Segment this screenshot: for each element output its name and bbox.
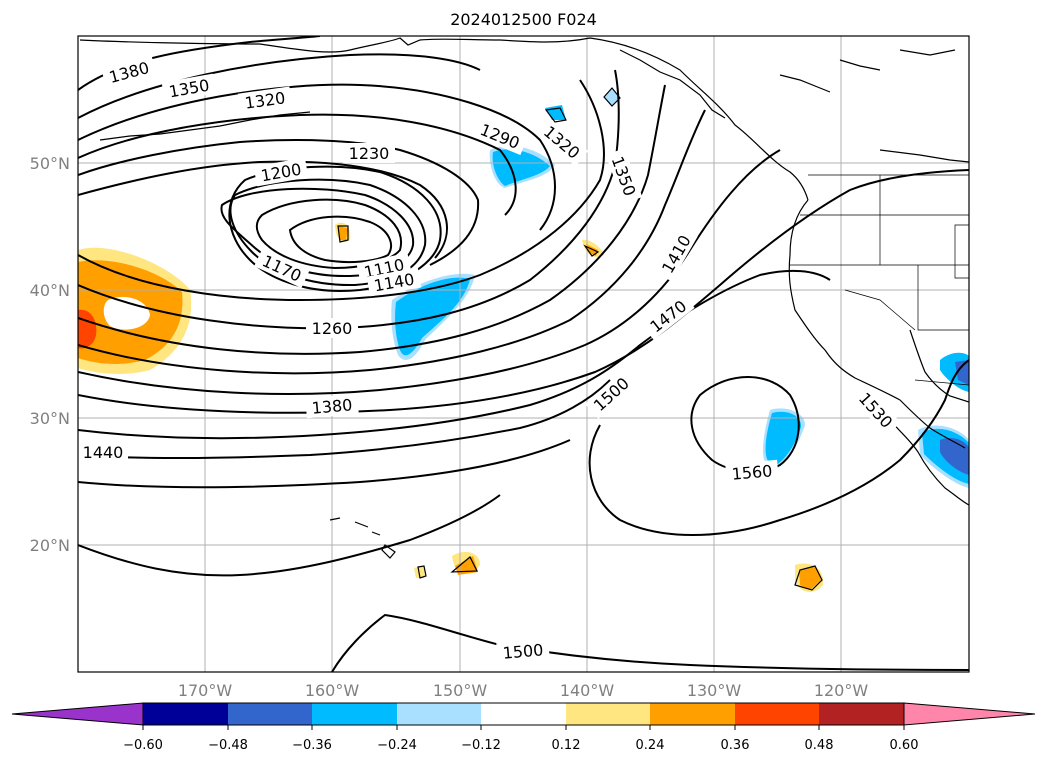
lon-label: 160°W	[305, 681, 360, 700]
contour-line	[78, 83, 556, 231]
lon-label: 140°W	[560, 681, 615, 700]
colorbar-tick-label: −0.48	[208, 738, 248, 753]
lat-label: 30°N	[30, 409, 70, 428]
contour-line	[78, 53, 481, 119]
colorbar-tick-label: 0.36	[721, 738, 750, 753]
colorbar-tick-label: −0.24	[377, 738, 417, 753]
colorbar-swatch	[481, 703, 566, 725]
anomaly-shade-mexico-peak	[955, 360, 969, 385]
colorbar-extend-low	[11, 702, 144, 726]
latitude-labels: 50°N 40°N 30°N 20°N	[30, 154, 70, 555]
colorbar-swatch	[143, 703, 228, 725]
lat-label: 20°N	[30, 536, 70, 555]
colorbar-swatch	[397, 703, 481, 725]
colorbar-swatch	[735, 703, 819, 725]
colorbar-swatch	[312, 703, 397, 725]
colorbar-tick-label: 0.48	[805, 738, 834, 753]
colorbar-tick-label: −0.36	[292, 738, 332, 753]
anomaly-shade-baja-peak	[940, 437, 969, 475]
map-area: 1380 1350 1320 1230 1200 1290 1320 1350 …	[78, 36, 969, 672]
lon-label: 150°W	[433, 681, 488, 700]
contour-line	[78, 439, 571, 489]
contour-line	[78, 379, 611, 460]
political-borders	[790, 174, 969, 386]
colorbar-extend-high	[903, 702, 1036, 726]
contour-label: 1440	[83, 443, 124, 462]
colorbar-tick-label: 0.60	[890, 738, 919, 753]
map-title: 2024012500 F024	[450, 10, 597, 29]
coastlines	[79, 37, 969, 591]
colorbar-swatch	[228, 703, 312, 725]
colorbar-swatch	[819, 703, 904, 725]
colorbar-tick-label: 0.12	[552, 738, 581, 753]
contour-line	[78, 494, 501, 577]
map-frame	[77, 35, 970, 673]
contour-line	[588, 359, 969, 536]
anomaly-shade-small-1-core	[338, 226, 348, 240]
colorbar-outline	[142, 702, 905, 726]
contour-label: 1380	[311, 395, 353, 417]
longitude-labels: 170°W 160°W 150°W 140°W 130°W 120°W	[178, 681, 869, 700]
contour-line	[78, 160, 448, 259]
lon-label: 170°W	[178, 681, 233, 700]
contour-label: 1260	[312, 319, 353, 338]
colorbar: −0.60 −0.48 −0.36 −0.24 −0.12 0.12 0.24 …	[11, 702, 1036, 753]
colorbar-ticks	[142, 725, 905, 730]
colorbar-swatch	[566, 703, 650, 725]
anomaly-shade-small-5	[414, 565, 425, 578]
lat-label: 40°N	[30, 281, 70, 300]
contour-line	[690, 376, 800, 473]
anomaly-shade-southeast-core	[799, 566, 821, 590]
contour-label: 1230	[349, 144, 390, 163]
lat-label: 50°N	[30, 154, 70, 173]
contour-label: 1500	[502, 640, 544, 662]
lon-label: 120°W	[814, 681, 869, 700]
anomaly-shade-small-2-core	[586, 244, 598, 256]
lon-label: 130°W	[687, 681, 742, 700]
colorbar-tick-label: −0.12	[461, 738, 501, 753]
contour-line	[288, 215, 392, 264]
contour-line	[78, 269, 831, 440]
contour-line	[78, 113, 517, 216]
contour-line	[78, 79, 605, 302]
contour-line	[78, 149, 781, 395]
colorbar-tick-label: −0.60	[123, 738, 163, 753]
anomaly-shade-east-core	[765, 411, 802, 466]
contour-label: 1560	[731, 461, 773, 483]
contour-line	[78, 109, 706, 375]
colorbar-swatch	[650, 703, 735, 725]
colorbar-tick-label: 0.24	[636, 738, 665, 753]
contour-line	[78, 84, 666, 355]
contour-line	[331, 613, 969, 672]
